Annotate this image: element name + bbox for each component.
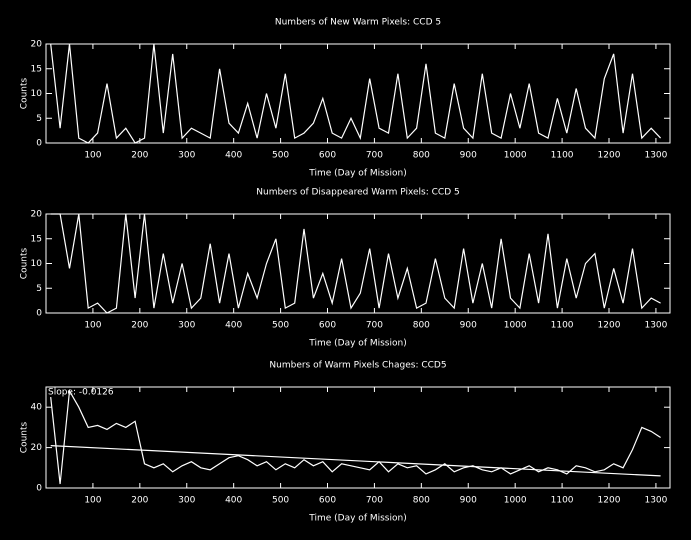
x-tick-label: 1200 [598, 151, 621, 161]
x-tick-label: 1100 [551, 151, 574, 161]
x-tick-label: 900 [460, 151, 477, 161]
x-tick-label: 1100 [551, 321, 574, 331]
x-tick-label: 400 [225, 496, 242, 506]
x-tick-label: 700 [366, 151, 383, 161]
x-tick-label: 300 [178, 496, 195, 506]
x-tick-label: 1200 [598, 321, 621, 331]
y-axis-label: Counts [20, 421, 30, 453]
x-tick-label: 1000 [504, 321, 527, 331]
x-tick-label: 1200 [598, 496, 621, 506]
x-axis-label: Time (Day of Mission) [308, 169, 406, 179]
y-tick-label: 20 [31, 443, 43, 453]
x-tick-label: 300 [178, 321, 195, 331]
x-tick-label: 900 [460, 321, 477, 331]
x-tick-label: 200 [131, 496, 148, 506]
x-tick-label: 400 [225, 151, 242, 161]
x-tick-label: 500 [272, 321, 289, 331]
plot-frame [45, 386, 671, 489]
y-tick-label: 20 [31, 40, 43, 50]
x-tick-label: 1100 [551, 496, 574, 506]
y-axis-label: Counts [20, 77, 30, 109]
x-tick-label: 800 [413, 321, 430, 331]
y-tick-label: 0 [36, 309, 42, 319]
data-line [50, 43, 662, 144]
y-axis-label: Counts [20, 247, 30, 279]
x-tick-label: 900 [460, 496, 477, 506]
chart-title: Numbers of Disappeared Warm Pixels: CCD … [256, 188, 459, 198]
x-tick-label: 700 [366, 321, 383, 331]
x-tick-label: 600 [319, 151, 336, 161]
data-line [50, 213, 661, 314]
annotation: Slope: -0.0126 [48, 388, 114, 398]
y-tick-label: 10 [31, 89, 43, 99]
x-tick-label: 800 [413, 496, 430, 506]
chart-title: Numbers of Warm Pixels Chages: CCD5 [269, 361, 446, 371]
x-tick-label: 600 [319, 321, 336, 331]
y-tick-label: 5 [36, 114, 42, 124]
x-tick-label: 1000 [504, 496, 527, 506]
x-axis-label: Time (Day of Mission) [308, 514, 406, 524]
x-tick-label: 400 [225, 321, 242, 331]
x-tick-label: 100 [84, 321, 101, 331]
x-tick-label: 500 [272, 496, 289, 506]
y-tick-label: 40 [31, 403, 43, 413]
x-axis-label: Time (Day of Mission) [308, 339, 406, 349]
x-tick-label: 700 [366, 496, 383, 506]
y-tick-label: 0 [36, 139, 42, 149]
x-tick-label: 1300 [644, 496, 667, 506]
chart-title: Numbers of New Warm Pixels: CCD 5 [275, 18, 441, 28]
y-tick-label: 5 [36, 284, 42, 294]
x-tick-label: 1300 [644, 321, 667, 331]
x-tick-label: 200 [131, 151, 148, 161]
x-tick-label: 500 [272, 151, 289, 161]
y-tick-label: 20 [31, 210, 43, 220]
y-tick-label: 0 [36, 484, 42, 494]
x-tick-label: 100 [84, 151, 101, 161]
x-tick-label: 600 [319, 496, 336, 506]
x-tick-label: 200 [131, 321, 148, 331]
trend-line [50, 445, 661, 477]
y-tick-label: 15 [31, 234, 42, 244]
x-tick-label: 1000 [504, 151, 527, 161]
x-tick-label: 800 [413, 151, 430, 161]
x-tick-label: 100 [84, 496, 101, 506]
x-tick-label: 1300 [644, 151, 667, 161]
y-tick-label: 10 [31, 259, 43, 269]
y-tick-label: 15 [31, 64, 42, 74]
x-tick-label: 300 [178, 151, 195, 161]
